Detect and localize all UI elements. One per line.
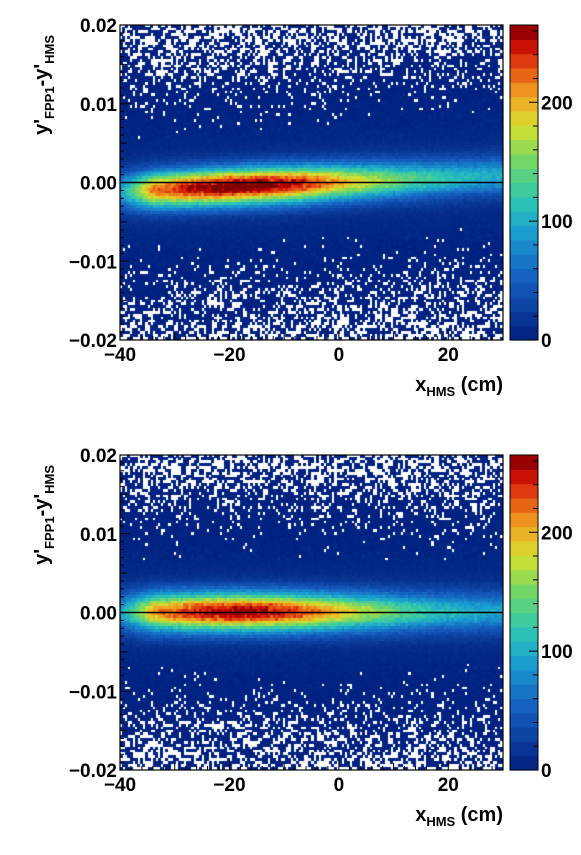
colorbar-segment (510, 325, 538, 341)
y-tick-label: −0.02 (69, 331, 117, 352)
x-tick-label: 0 (334, 775, 345, 796)
heatmap-svg: −40 −20 0 20 0.02 0.01 0.00 −0.01 −0.02 xHMS (cm)… (31, 446, 573, 829)
colorbar-segment (510, 254, 538, 270)
colorbar-segment (510, 641, 538, 657)
y-tick-label: 0.01 (80, 525, 117, 546)
y-tick-label: −0.01 (69, 252, 118, 273)
colorbar-segment (510, 239, 538, 255)
x-tick-label: −40 (104, 775, 136, 796)
colorbar-segment (510, 25, 538, 40)
colorbar-segment (510, 540, 538, 556)
y-axis-title: y'FPP1-y'HMS (31, 465, 57, 565)
y-tick-label: 0.02 (80, 16, 117, 37)
x-tick-label: −20 (213, 775, 245, 796)
colorbar-segment (510, 598, 538, 614)
colorbar-segment (510, 196, 538, 212)
colorbar-segment (510, 139, 538, 155)
colorbar-segment (510, 555, 538, 571)
colorbar-segment (510, 297, 538, 312)
x-axis-title: xHMS (cm) (415, 804, 503, 829)
colorbar-segment (510, 497, 538, 513)
y-tick-label: 0.00 (80, 604, 117, 625)
colorbar-segment (510, 741, 538, 757)
x-tick-label: −20 (213, 345, 245, 366)
y-tick-label: 0.00 (80, 174, 117, 195)
colorbar-segment (510, 39, 538, 55)
colorbar-segment (510, 583, 538, 599)
histogram-panel-top: −40 −20 0 20 0.02 0.01 0.00 −0.01 −0.02 xHMS (cm)… (0, 0, 581, 420)
colorbar-segment (510, 53, 538, 69)
y-tick-label: 0.01 (80, 95, 117, 116)
colorbar-segment (510, 626, 538, 642)
colorbar-segment (510, 311, 538, 327)
colorbar-segment (510, 268, 538, 284)
colorbar-segment (510, 96, 538, 112)
colorbar-segment (510, 153, 538, 169)
colorbar-segment (510, 569, 538, 585)
colorbar-tick-label: 100 (541, 642, 573, 663)
heatmap-svg: −40 −20 0 20 0.02 0.01 0.00 −0.01 −0.02 xHMS (cm)… (31, 16, 573, 399)
colorbar-segment (510, 669, 538, 685)
colorbar-segment (510, 455, 538, 470)
histogram-panel-bottom: −40 −20 0 20 0.02 0.01 0.00 −0.01 −0.02 xHMS (cm)… (0, 430, 581, 850)
colorbar-segment (510, 612, 538, 628)
colorbar-frame (509, 24, 539, 341)
colorbar-tick-label: 0 (541, 331, 552, 352)
colorbar-segment (510, 469, 538, 485)
colorbar-segment (510, 168, 538, 184)
x-tick-label: −40 (104, 345, 136, 366)
colorbar-tick-label: 200 (541, 93, 573, 114)
colorbar-segment (510, 110, 538, 126)
colorbar-segment (510, 512, 538, 528)
colorbar-segment (510, 684, 538, 700)
colorbar-segment (510, 182, 538, 198)
colorbar-segment (510, 698, 538, 714)
colorbar-segment (510, 712, 538, 728)
colorbar-segment (510, 67, 538, 83)
colorbar-segment (510, 282, 538, 298)
colorbar-segment (510, 755, 538, 771)
x-tick-label: 20 (438, 345, 459, 366)
colorbar-segment (510, 727, 538, 742)
colorbar-segment (510, 211, 538, 227)
x-tick-label: 20 (438, 775, 459, 796)
colorbar-tick-label: 100 (541, 212, 573, 233)
colorbar-segment (510, 526, 538, 542)
x-axis-title: xHMS (cm) (415, 374, 503, 399)
colorbar-tick-label: 0 (541, 761, 552, 782)
colorbar-segment (510, 655, 538, 671)
y-tick-label: −0.02 (69, 761, 117, 782)
y-axis-title: y'FPP1-y'HMS (31, 35, 57, 135)
y-tick-label: −0.01 (69, 682, 118, 703)
x-tick-label: 0 (334, 345, 345, 366)
colorbar-tick-label: 200 (541, 523, 573, 544)
colorbar-segment (510, 483, 538, 499)
colorbar-segment (510, 225, 538, 241)
colorbar-frame (509, 454, 539, 771)
y-tick-label: 0.02 (80, 446, 117, 467)
colorbar-segment (510, 125, 538, 141)
colorbar-segment (510, 82, 538, 98)
